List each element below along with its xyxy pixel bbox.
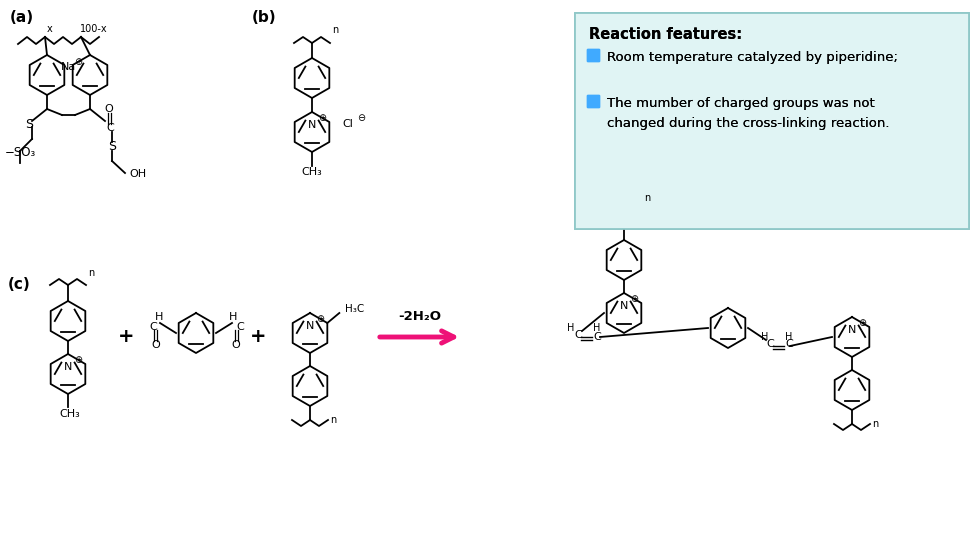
Text: (a): (a) [10, 10, 34, 25]
Text: C: C [106, 123, 114, 133]
Text: C: C [149, 322, 157, 332]
Text: (c): (c) [8, 277, 31, 292]
Bar [587, 95, 599, 107]
Text: CH₃: CH₃ [301, 167, 323, 177]
Text: Room temperature catalyzed by piperidine;: Room temperature catalyzed by piperidine… [607, 51, 898, 64]
Text: Room temperature catalyzed by piperidine;: Room temperature catalyzed by piperidine… [607, 51, 898, 64]
FancyBboxPatch shape [575, 13, 969, 229]
Text: H: H [229, 312, 237, 322]
Text: +: + [118, 327, 135, 346]
Text: C: C [236, 322, 244, 332]
Text: N: N [620, 301, 628, 311]
Text: C: C [574, 330, 582, 340]
Text: O: O [104, 104, 113, 114]
Text: n: n [644, 193, 650, 203]
Text: ⊕: ⊕ [74, 355, 82, 365]
Text: The mumber of charged groups was not: The mumber of charged groups was not [607, 97, 875, 110]
Text: H: H [594, 323, 601, 333]
Text: N: N [848, 325, 856, 335]
Text: n: n [872, 419, 878, 429]
Text: H: H [785, 332, 793, 342]
Text: O: O [152, 340, 160, 350]
Text: n: n [88, 268, 95, 278]
Text: N: N [63, 362, 72, 372]
Text: 100-x: 100-x [80, 24, 107, 34]
Text: H: H [567, 323, 574, 333]
Text: S: S [25, 119, 33, 132]
Text: +: + [250, 327, 266, 346]
Bar [587, 95, 599, 107]
Text: Reaction features:: Reaction features: [589, 27, 742, 42]
Text: -2H₂O: -2H₂O [398, 310, 441, 323]
Text: Reaction features:: Reaction features: [589, 27, 742, 42]
Text: n: n [330, 415, 336, 425]
Text: N: N [306, 321, 314, 331]
Text: ⊖: ⊖ [357, 113, 365, 123]
Bar [587, 49, 599, 61]
Text: ⊕: ⊕ [316, 314, 324, 324]
Text: −SO₃: −SO₃ [5, 145, 36, 159]
Text: N: N [308, 120, 316, 130]
Text: S: S [108, 139, 116, 153]
Text: H: H [761, 332, 768, 342]
Text: CH₃: CH₃ [59, 409, 80, 419]
Text: Cl: Cl [342, 119, 353, 129]
Text: The mumber of charged groups was not: The mumber of charged groups was not [607, 97, 875, 110]
Text: C: C [766, 339, 774, 349]
Text: Na: Na [61, 62, 77, 72]
Text: O: O [232, 340, 241, 350]
Text: ⊕: ⊕ [74, 57, 82, 67]
Text: C: C [785, 339, 793, 349]
Bar [587, 49, 599, 61]
Text: ⊕: ⊕ [318, 113, 326, 123]
Text: (b): (b) [252, 10, 277, 25]
Text: C: C [593, 332, 601, 342]
FancyBboxPatch shape [575, 13, 969, 229]
Text: changed during the cross-linking reaction.: changed during the cross-linking reactio… [607, 117, 889, 130]
Text: changed during the cross-linking reaction.: changed during the cross-linking reactio… [607, 117, 889, 130]
Text: ⊕: ⊕ [630, 294, 638, 304]
Text: OH: OH [129, 169, 146, 179]
Text: H: H [155, 312, 163, 322]
Text: ⊕: ⊕ [858, 318, 866, 328]
Text: n: n [332, 25, 338, 35]
Text: x: x [47, 24, 53, 34]
Text: H₃C: H₃C [345, 304, 365, 314]
